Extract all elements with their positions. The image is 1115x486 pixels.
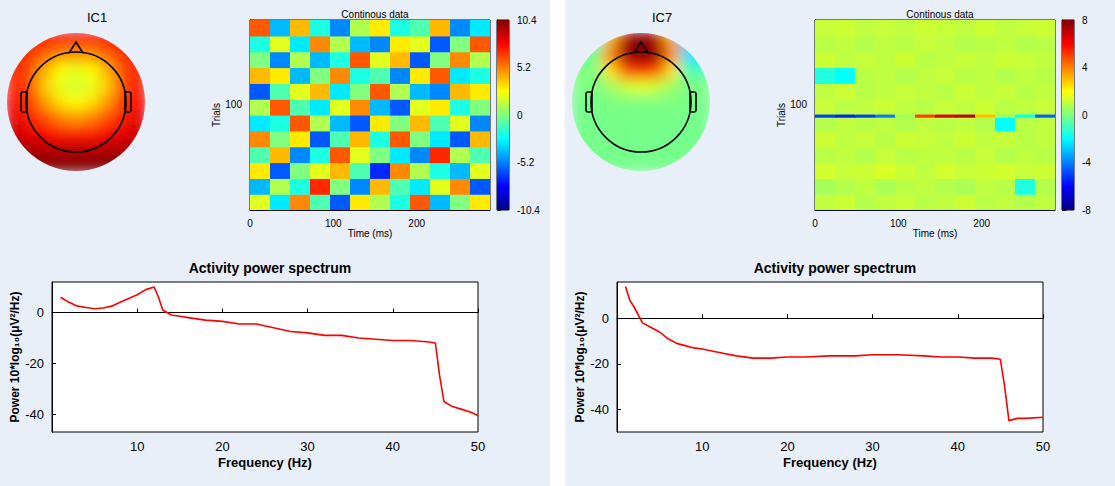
svg-text:10.4: 10.4 bbox=[517, 15, 537, 26]
svg-text:0: 0 bbox=[812, 218, 818, 229]
svg-text:0: 0 bbox=[1082, 110, 1088, 121]
svg-text:20: 20 bbox=[215, 439, 229, 454]
svg-text:50: 50 bbox=[1036, 439, 1050, 454]
svg-text:-40: -40 bbox=[25, 407, 44, 422]
svg-text:30: 30 bbox=[300, 439, 314, 454]
svg-text:IC7: IC7 bbox=[652, 10, 672, 25]
svg-text:10: 10 bbox=[695, 439, 709, 454]
svg-text:-4: -4 bbox=[1082, 157, 1091, 168]
svg-text:8: 8 bbox=[1082, 15, 1088, 26]
svg-text:30: 30 bbox=[865, 439, 879, 454]
svg-text:0: 0 bbox=[602, 311, 609, 326]
svg-text:Activity power spectrum: Activity power spectrum bbox=[754, 260, 917, 276]
svg-text:-10.4: -10.4 bbox=[517, 205, 540, 216]
svg-text:Time (ms): Time (ms) bbox=[348, 228, 393, 239]
svg-text:Activity power spectrum: Activity power spectrum bbox=[189, 260, 352, 276]
svg-text:100: 100 bbox=[325, 218, 342, 229]
svg-text:5.2: 5.2 bbox=[517, 62, 531, 73]
svg-text:-5.2: -5.2 bbox=[517, 157, 535, 168]
svg-text:-20: -20 bbox=[590, 356, 609, 371]
svg-text:100: 100 bbox=[790, 99, 807, 110]
svg-text:-8: -8 bbox=[1082, 205, 1091, 216]
svg-text:Continous data: Continous data bbox=[341, 9, 409, 20]
svg-text:Trials: Trials bbox=[776, 103, 787, 127]
svg-text:20: 20 bbox=[780, 439, 794, 454]
svg-text:IC1: IC1 bbox=[87, 10, 107, 25]
svg-text:200: 200 bbox=[973, 218, 990, 229]
svg-text:Time (ms): Time (ms) bbox=[913, 228, 958, 239]
svg-text:Frequency (Hz): Frequency (Hz) bbox=[783, 455, 877, 470]
svg-text:50: 50 bbox=[471, 439, 485, 454]
svg-text:-40: -40 bbox=[590, 402, 609, 417]
svg-text:Frequency (Hz): Frequency (Hz) bbox=[218, 455, 312, 470]
svg-text:-20: -20 bbox=[25, 356, 44, 371]
svg-text:100: 100 bbox=[225, 99, 242, 110]
svg-text:Power 10*log₁₀(μV²/Hz): Power 10*log₁₀(μV²/Hz) bbox=[8, 291, 22, 422]
svg-text:Trials: Trials bbox=[211, 103, 222, 127]
svg-text:Continous data: Continous data bbox=[906, 9, 974, 20]
svg-text:0: 0 bbox=[517, 110, 523, 121]
svg-text:100: 100 bbox=[890, 218, 907, 229]
svg-text:Power 10*log₁₀(μV²/Hz): Power 10*log₁₀(μV²/Hz) bbox=[573, 291, 587, 422]
svg-text:10: 10 bbox=[130, 439, 144, 454]
svg-text:0: 0 bbox=[37, 305, 44, 320]
svg-text:4: 4 bbox=[1082, 62, 1088, 73]
svg-text:200: 200 bbox=[408, 218, 425, 229]
svg-text:0: 0 bbox=[247, 218, 253, 229]
svg-text:40: 40 bbox=[951, 439, 965, 454]
svg-text:40: 40 bbox=[386, 439, 400, 454]
